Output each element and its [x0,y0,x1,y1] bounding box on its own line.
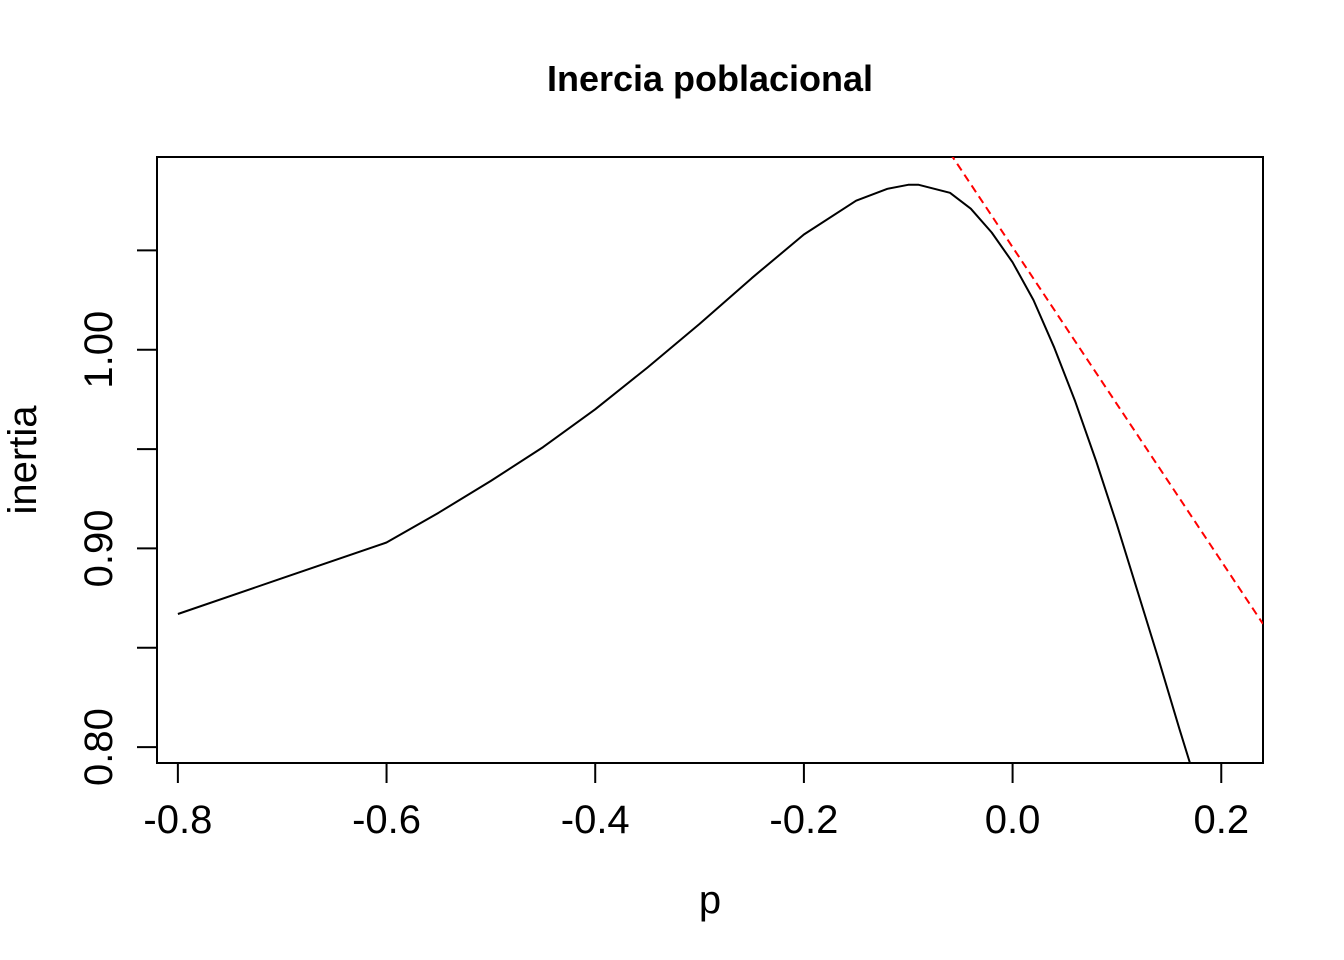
plot-frame [156,156,1264,764]
y-axis-label: inertia [1,405,45,515]
series-layer [177,157,1263,763]
y-tick-label: 0.80 [77,708,121,786]
x-tick-label: -0.6 [352,798,421,842]
y-tick-label: 0.90 [77,509,121,587]
chart-title: Inercia poblacional [547,58,873,99]
series-line-0 [177,183,1191,763]
x-tick-label: -0.4 [561,798,630,842]
y-tick-label: 1.00 [77,311,121,389]
x-tick-label: 0.0 [985,798,1041,842]
x-axis-label: p [699,878,721,922]
x-tick-label: -0.8 [143,798,212,842]
x-axis: -0.8 -0.6 -0.4 -0.2 0.0 0.2 [143,762,1249,842]
x-tick-label: -0.2 [769,798,838,842]
tangent-line-1 [951,157,1263,625]
y-axis: 0.80 0.90 1.00 [77,249,158,786]
x-tick-label: 0.2 [1193,798,1249,842]
